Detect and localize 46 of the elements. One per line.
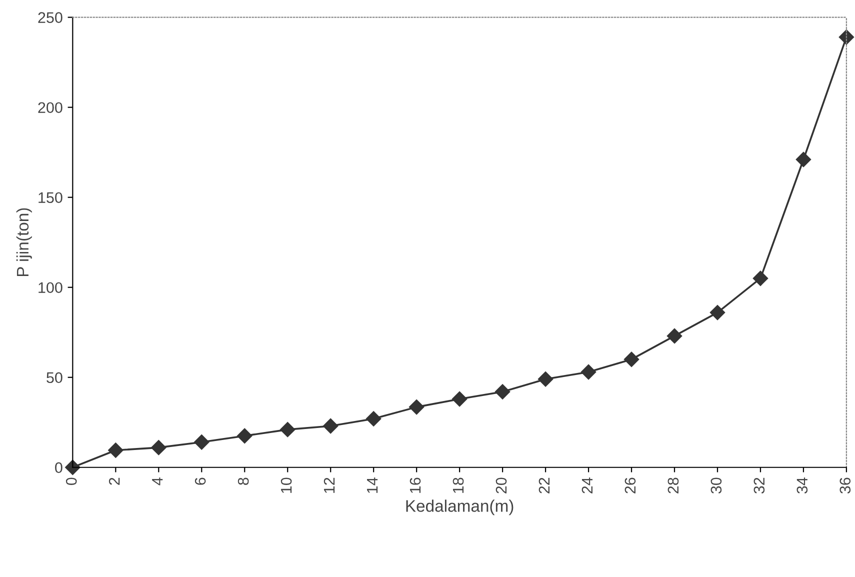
- point: [710, 304, 726, 320]
- point: [580, 364, 596, 380]
- y-tick-label: 150: [38, 192, 62, 204]
- point: [409, 399, 424, 415]
- x-tick-label: 4: [152, 478, 163, 486]
- x-tick-label: 8: [238, 478, 249, 485]
- x-tick-label: 24: [582, 478, 592, 494]
- x-tick-label: 28: [668, 478, 679, 494]
- point: [838, 30, 854, 45]
- point: [796, 152, 812, 168]
- x-tick-label: 6: [194, 478, 206, 485]
- x-axis-title: Kedalaman(m): [406, 500, 514, 516]
- x-tick-label: 0: [66, 478, 77, 485]
- y-axis-title: P ijin(ton): [16, 208, 32, 276]
- point: [624, 352, 640, 367]
- x-tick-label: 30: [710, 478, 722, 494]
- x-tick-label: 18: [452, 478, 464, 493]
- y-tick-label: 50: [46, 372, 62, 384]
- point: [65, 460, 80, 475]
- point: [452, 391, 468, 407]
- x-tick-label: 14: [367, 478, 378, 493]
- point: [108, 442, 124, 458]
- y-tick-label: 100: [38, 282, 62, 294]
- point: [194, 434, 210, 450]
- point: [280, 422, 296, 438]
- point: [366, 411, 382, 426]
- point: [752, 270, 768, 286]
- y-tick-label: 250: [38, 12, 62, 23]
- x-tick-label: 20: [496, 478, 507, 494]
- point: [151, 440, 166, 456]
- y-tick-label: 200: [38, 102, 62, 114]
- x-tick-label: 34: [796, 478, 808, 494]
- x-tick-label: 36: [840, 478, 851, 494]
- x-tick-label: 22: [538, 478, 550, 494]
- point: [666, 328, 682, 344]
- x-tick-label: 2: [108, 478, 120, 485]
- x-tick-label: 16: [410, 478, 421, 493]
- point: [494, 384, 510, 400]
- x-tick-label: 12: [324, 478, 335, 493]
- point: [323, 418, 338, 434]
- point: [538, 372, 554, 387]
- point: [237, 428, 252, 444]
- x-tick-label: 32: [754, 478, 765, 494]
- x-tick-label: 10: [280, 478, 292, 493]
- y-tick-label: 0: [55, 462, 62, 474]
- x-tick-label: 26: [624, 478, 636, 494]
